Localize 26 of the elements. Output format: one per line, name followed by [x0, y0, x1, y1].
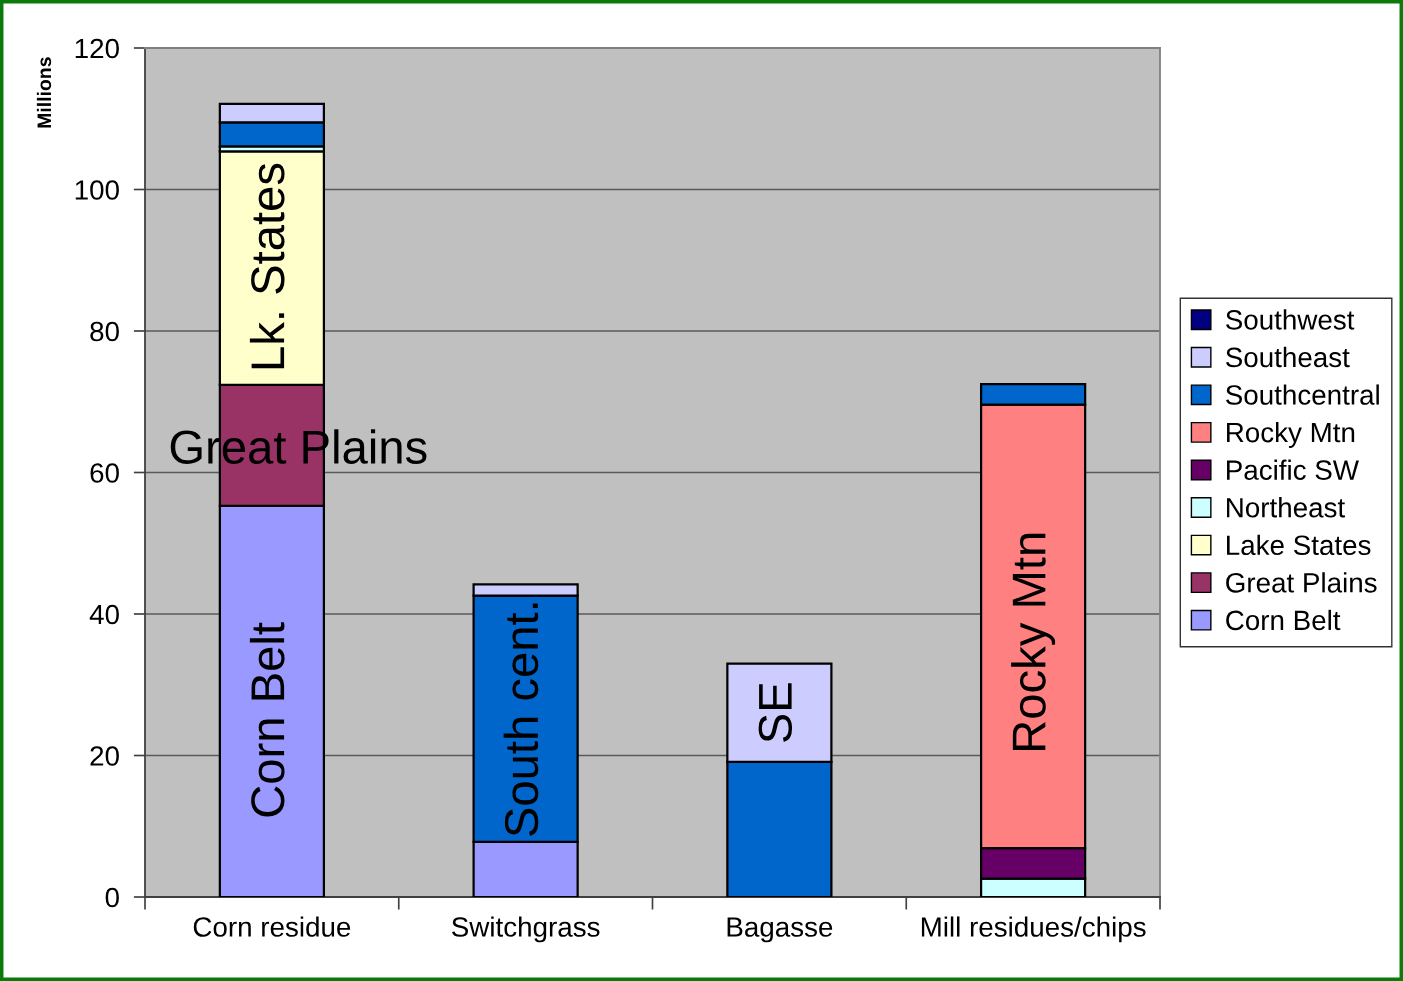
y-tick-label: 60	[90, 463, 119, 483]
annotation: Corn Belt	[249, 622, 285, 817]
y-tick-label: 0	[105, 887, 119, 908]
x-tick-label: Mill residues/chips	[921, 916, 1146, 943]
legend-label: Southwest	[1226, 309, 1355, 330]
x-tick-label: Switchgrass	[452, 916, 600, 943]
annotation: Lk. States	[249, 163, 285, 369]
legend-label: Southeast	[1226, 346, 1350, 368]
annotation: SE	[758, 683, 793, 743]
legend-label: Lake States	[1227, 534, 1371, 556]
y-tick-label: 100	[75, 180, 119, 200]
y-tick-label: 20	[90, 746, 119, 766]
legend-label: Corn Belt	[1226, 609, 1341, 631]
y-tick-label: 40	[89, 604, 119, 625]
legend-label: Southcentral	[1226, 384, 1379, 405]
annotation: Rocky Mtn	[1011, 533, 1056, 750]
annotation: South cent.	[503, 603, 539, 837]
legend-label: Rocky Mtn	[1227, 421, 1355, 448]
y-axis-title: Millions	[36, 57, 52, 128]
y-tick-label: 120	[75, 38, 119, 59]
legend-label: Great Plains	[1226, 572, 1377, 593]
legend-label: Pacific SW	[1227, 459, 1359, 480]
legend-label: Northeast	[1227, 497, 1345, 518]
y-tick-label: 80	[90, 321, 119, 342]
x-tick-label: Corn residue	[193, 916, 351, 937]
x-tick-label: Bagasse	[727, 917, 833, 943]
